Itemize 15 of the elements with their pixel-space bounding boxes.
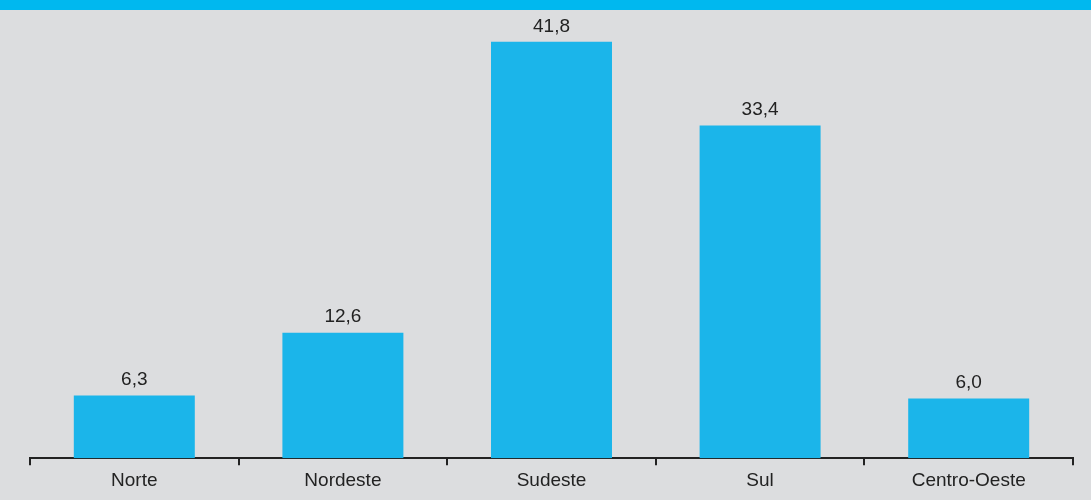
x-tick-label: Sul — [746, 468, 774, 490]
data-label: 33,4 — [741, 98, 780, 120]
x-tick-label: Centro-Oeste — [911, 468, 1026, 490]
x-tick-label: Norte — [111, 468, 158, 490]
data-label: 41,8 — [533, 14, 570, 36]
x-tick-label: Sudeste — [516, 468, 587, 490]
data-label: 6,0 — [955, 371, 982, 393]
x-tick-label: Nordeste — [304, 468, 382, 490]
bar — [699, 125, 821, 459]
bar — [491, 41, 612, 459]
data-label: 12,6 — [324, 305, 362, 327]
bar — [282, 332, 404, 459]
data-label: 6,3 — [121, 368, 148, 390]
bar — [73, 395, 195, 459]
bar — [908, 398, 1030, 459]
